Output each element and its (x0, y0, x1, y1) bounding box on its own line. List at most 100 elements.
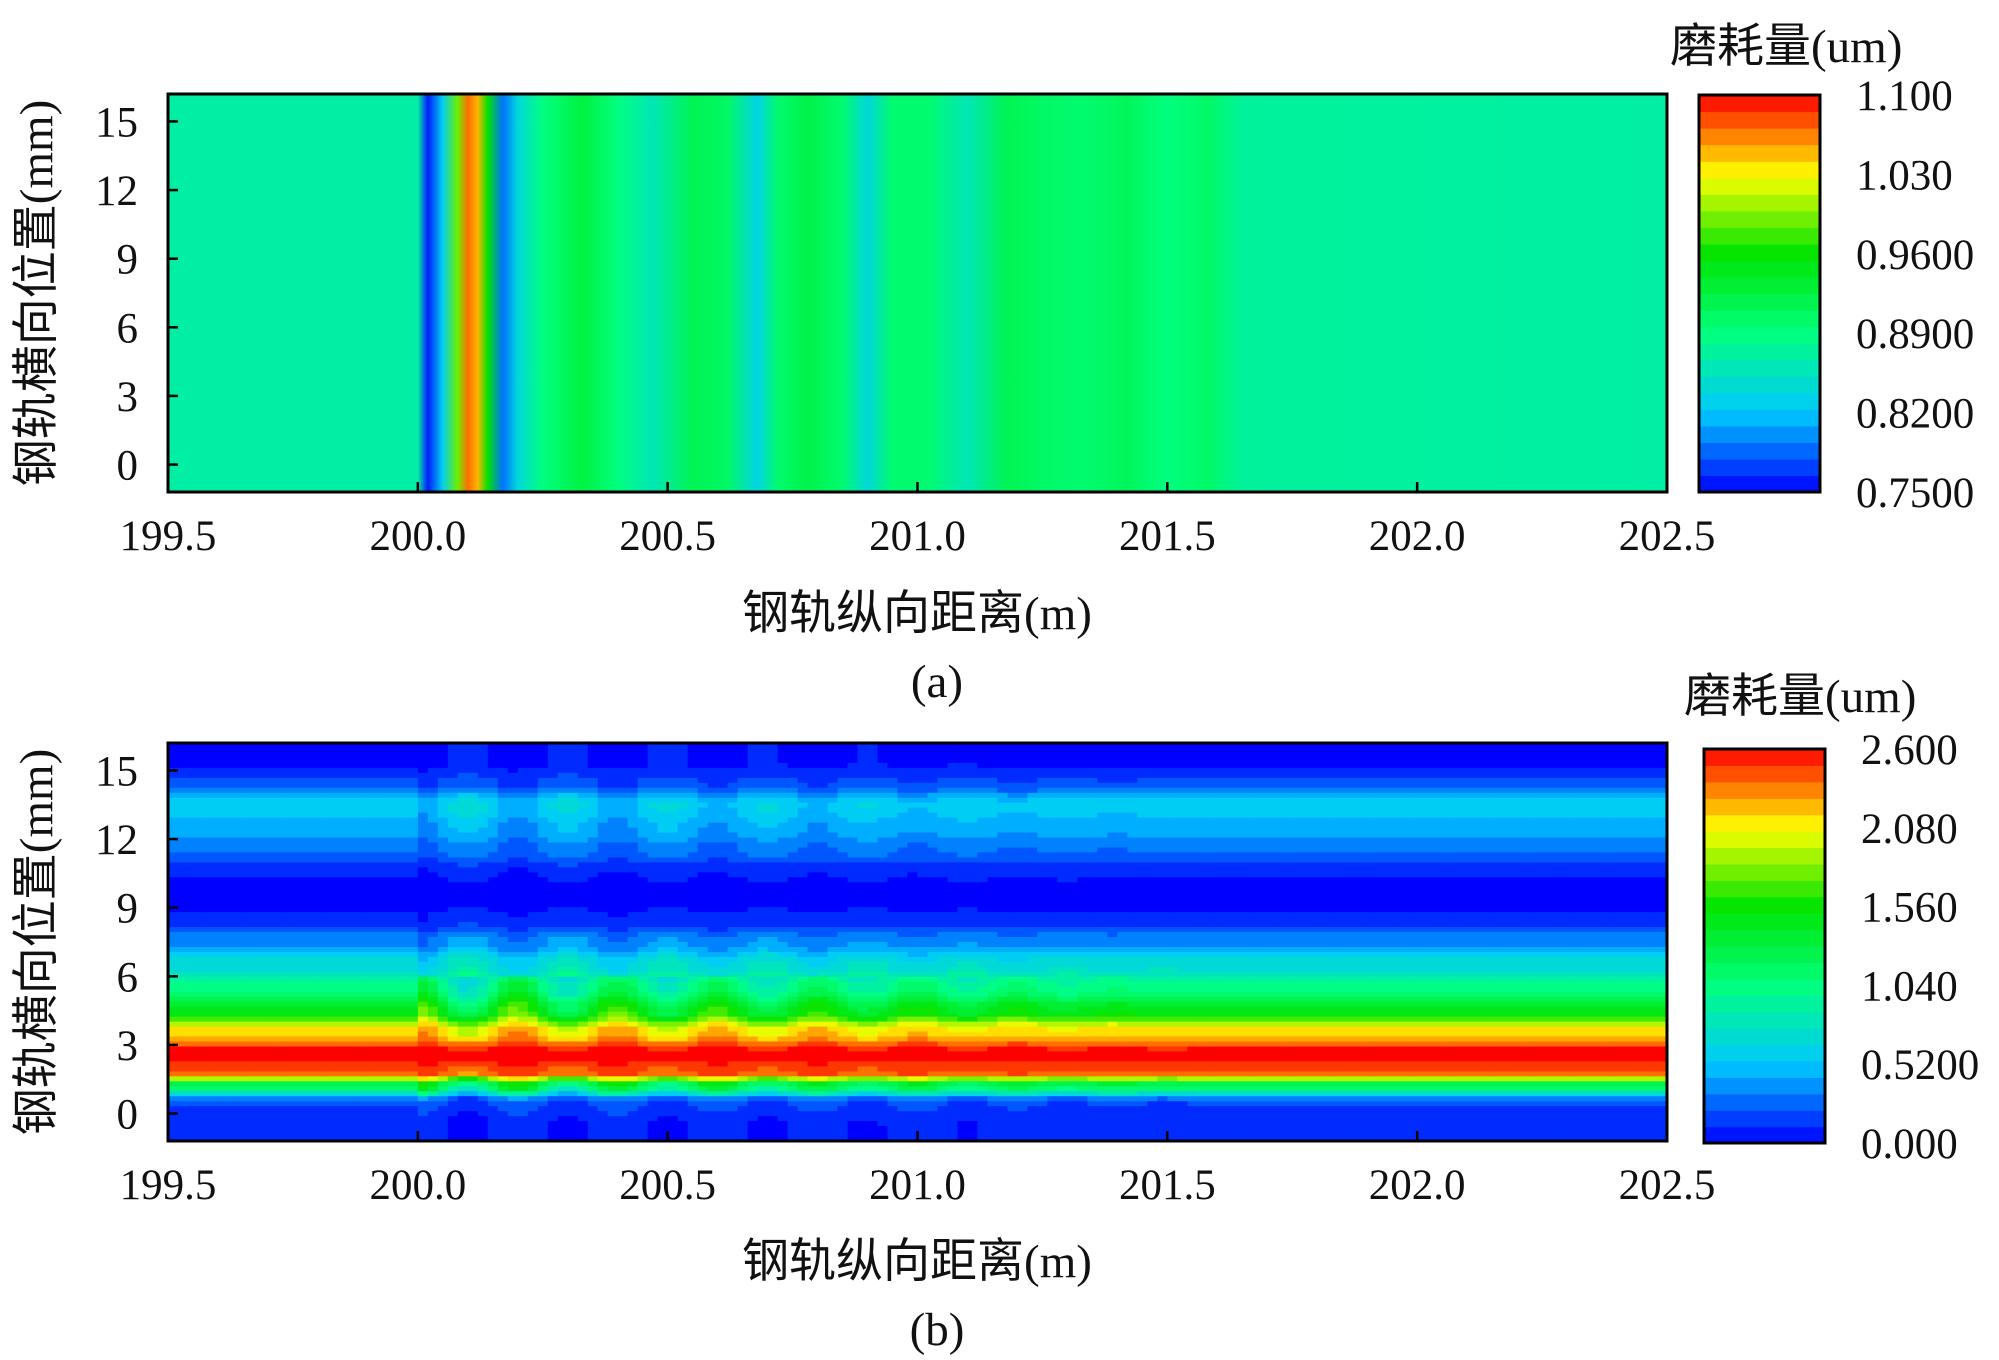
heatmap-b-cell (227, 812, 239, 819)
heatmap-b-cell (1467, 767, 1478, 774)
heatmap-b-cell (1217, 812, 1228, 819)
heatmap-b-cell (1047, 827, 1058, 834)
heatmap-b-cell (1047, 847, 1058, 854)
heatmap-b-cell (927, 757, 939, 764)
heatmap-b-cell (1397, 857, 1408, 863)
heatmap-b-cell (1567, 842, 1578, 849)
heatmap-b-cell (1027, 827, 1039, 834)
heatmap-b-cell (407, 872, 419, 878)
heatmap-b-cell (1367, 832, 1378, 839)
heatmap-b-cell (467, 892, 479, 898)
heatmap-b-cell (1147, 827, 1158, 834)
heatmap-b-cell (1357, 852, 1368, 859)
heatmap-b-cell (387, 802, 399, 809)
heatmap-b-cell (687, 797, 699, 804)
heatmap-b-cell (1627, 802, 1638, 809)
heatmap-b-cell (1287, 767, 1298, 774)
heatmap-b-cell (757, 812, 769, 819)
heatmap-b-cell (1257, 857, 1268, 863)
heatmap-b-cell (397, 772, 409, 779)
heatmap-b-cell (817, 782, 829, 789)
heatmap-b-cell (1187, 762, 1198, 769)
heatmap-b-cell (1457, 822, 1468, 829)
heatmap-b-cell (1017, 902, 1029, 908)
y-tick-label: 6 (117, 305, 139, 352)
heatmap-b-cell (1157, 897, 1168, 903)
heatmap-b-cell (397, 832, 409, 839)
heatmap-b-cell (1457, 792, 1468, 799)
heatmap-b-cell (477, 837, 489, 844)
heatmap-b-cell (267, 743, 279, 749)
heatmap-b-cell (1187, 802, 1198, 809)
heatmap-b-cell (847, 782, 859, 789)
heatmap-b-cell (687, 777, 699, 784)
heatmap-b-cell (487, 827, 499, 834)
heatmap-b-cell (1417, 792, 1428, 799)
heatmap-b-cell (967, 892, 979, 898)
heatmap-b-cell (557, 862, 569, 868)
heatmap-b-cell (877, 762, 889, 769)
heatmap-b-cell (1557, 897, 1568, 903)
heatmap-b-cell (1437, 872, 1448, 878)
heatmap-b-cell (1127, 797, 1138, 804)
heatmap-b-cell (617, 867, 629, 873)
heatmap-b-cell (307, 777, 319, 784)
heatmap-b-cell (757, 872, 769, 878)
heatmap-b-cell (357, 782, 369, 789)
heatmap-b-cell (1287, 817, 1298, 824)
heatmap-b-cell (327, 897, 339, 903)
heatmap-b-cell (417, 872, 429, 878)
heatmap-b-cell (637, 832, 649, 839)
heatmap-b-cell (1197, 797, 1208, 804)
heatmap-b-cell (197, 837, 209, 844)
heatmap-b-cell (1467, 743, 1478, 749)
heatmap-b-cell (977, 822, 989, 829)
heatmap-b-cell (817, 812, 829, 819)
heatmap-b-cell (297, 807, 309, 814)
heatmap-b-cell (447, 882, 459, 888)
heatmap-b-cell (537, 772, 549, 779)
heatmap-b-cell (627, 792, 639, 799)
heatmap-b-cell (387, 817, 399, 824)
heatmap-b-cell (857, 812, 869, 819)
heatmap-b-cell (537, 797, 549, 804)
heatmap-b-cell (947, 822, 959, 829)
heatmap-b-cell (257, 772, 269, 779)
heatmap-b-cell (947, 897, 959, 903)
heatmap-b-cell (587, 787, 599, 794)
heatmap-b-cell (807, 862, 819, 868)
heatmap-b-cell (297, 852, 309, 859)
heatmap-b-cell (1267, 867, 1278, 873)
heatmap-b-cell (877, 847, 889, 854)
heatmap-b-cell (1157, 802, 1168, 809)
heatmap-b-cell (1437, 852, 1448, 859)
heatmap-b-cell (767, 747, 779, 754)
heatmap-b-cell (667, 807, 679, 814)
heatmap-b-cell (377, 882, 389, 888)
heatmap-b-cell (557, 762, 569, 769)
heatmap-b-cell (827, 752, 839, 759)
heatmap-b-cell (477, 872, 489, 878)
heatmap-b-cell (597, 902, 609, 908)
heatmap-b-cell (1457, 882, 1468, 888)
heatmap-b-cell (587, 847, 599, 854)
heatmap-b-cell (457, 797, 469, 804)
heatmap-b-cell (317, 897, 329, 903)
heatmap-b-cell (1017, 847, 1029, 854)
heatmap-b-cell (987, 822, 999, 829)
heatmap-b-cell (717, 862, 729, 868)
heatmap-b-cell (647, 802, 659, 809)
heatmap-b-cell (1087, 807, 1098, 814)
heatmap-b-cell (717, 872, 729, 878)
heatmap-b-cell (197, 797, 209, 804)
heatmap-b-cell (1567, 802, 1578, 809)
heatmap-b-cell (347, 852, 359, 859)
heatmap-b-cell (807, 867, 819, 873)
heatmap-b-cell (1227, 757, 1238, 764)
heatmap-b-cell (1317, 837, 1328, 844)
heatmap-b-cell (427, 902, 439, 908)
heatmap-b-cell (207, 762, 219, 769)
heatmap-b-cell (557, 822, 569, 829)
heatmap-b-cell (537, 892, 549, 898)
